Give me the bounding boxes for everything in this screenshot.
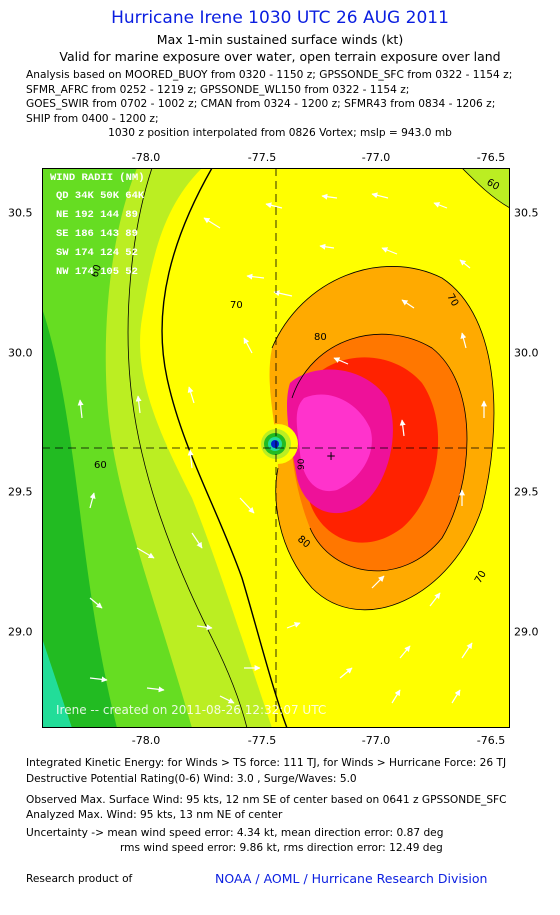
wind-arrow bbox=[187, 449, 194, 469]
contour-line bbox=[291, 333, 468, 572]
wind-arrow bbox=[135, 395, 142, 414]
analysis-line: SHIP from 0400 - 1200 z; bbox=[26, 112, 159, 125]
wind-arrow bbox=[239, 497, 255, 514]
lon-tick-top: -77.0 bbox=[361, 151, 391, 164]
lat-tick-right: 30.0 bbox=[514, 346, 539, 360]
lat-tick-right: 29.0 bbox=[514, 625, 539, 639]
wind-arrow bbox=[203, 217, 221, 229]
uncertainty-line: Uncertainty -> mean wind speed error: 4.… bbox=[26, 827, 444, 839]
wind-arrow bbox=[196, 624, 213, 631]
lat-tick-right: 30.5 bbox=[514, 206, 539, 220]
observed-wind-line: Observed Max. Surface Wind: 95 kts, 12 n… bbox=[26, 794, 507, 806]
lon-tick-bottom: -76.5 bbox=[476, 734, 506, 747]
wind-arrow bbox=[371, 192, 389, 199]
wind-arrow bbox=[433, 202, 448, 209]
wind-arrow bbox=[339, 667, 353, 679]
lon-tick-bottom: -77.5 bbox=[247, 734, 277, 747]
map-frame bbox=[42, 168, 510, 728]
wind-arrow bbox=[286, 622, 301, 629]
analysis-line: Analysis based on MOORED_BUOY from 0320 … bbox=[26, 69, 513, 81]
wind-arrow bbox=[219, 695, 235, 704]
contour-label: 60 bbox=[94, 460, 107, 471]
wind-field-map: 60 70 80 90 60 70 80 70 60 bbox=[42, 168, 510, 728]
wind-arrow bbox=[459, 259, 471, 269]
wind-arrow bbox=[146, 686, 165, 693]
wind-arrow bbox=[391, 689, 401, 704]
position-note: 1030 z position interpolated from 0826 V… bbox=[108, 127, 452, 139]
wind-radii-header: WIND RADII (NM) bbox=[50, 172, 145, 184]
eye-center bbox=[271, 440, 279, 448]
wind-vectors bbox=[77, 192, 487, 704]
wind-arrow bbox=[460, 332, 467, 349]
wind-arrow bbox=[451, 689, 461, 704]
wind-arrow bbox=[246, 273, 265, 280]
analysis-line: GOES_SWIR from 0702 - 1002 z; CMAN from … bbox=[26, 98, 496, 110]
contour-line bbox=[161, 168, 288, 728]
lat-tick-left: 30.5 bbox=[8, 206, 33, 220]
wind-radii-row: NE 192 144 89 bbox=[56, 209, 138, 221]
organization-link[interactable]: NOAA / AOML / Hurricane Research Divisio… bbox=[215, 871, 488, 886]
wind-arrow bbox=[399, 419, 406, 437]
band-teal bbox=[42, 638, 72, 728]
lat-tick-left: 29.5 bbox=[8, 485, 33, 499]
wind-arrow bbox=[191, 532, 203, 549]
wind-radii-row: NW 174 105 52 bbox=[56, 266, 138, 278]
dpr-line: Destructive Potential Rating(0-6) Wind: … bbox=[26, 773, 357, 785]
contour-label: 60 bbox=[89, 263, 104, 279]
wind-radii-table: WIND RADII (NM) QD 34K 50K 64K NE 192 14… bbox=[50, 172, 145, 278]
watermark: Irene -- created on 2011-08-26 12:32:07 … bbox=[56, 703, 326, 717]
map-exposure-note: Valid for marine exposure over water, op… bbox=[59, 49, 501, 64]
wind-arrow bbox=[381, 247, 398, 255]
ike-line: Integrated Kinetic Energy: for Winds > T… bbox=[26, 757, 507, 769]
wind-arrow bbox=[399, 645, 411, 659]
lat-tick-right: 29.5 bbox=[514, 485, 539, 499]
lon-tick-top: -76.5 bbox=[476, 151, 506, 164]
contour-line bbox=[461, 168, 510, 209]
wind-arrow bbox=[77, 399, 84, 419]
wind-arrow bbox=[265, 202, 283, 209]
wind-radii-row: SW 174 124 52 bbox=[56, 247, 138, 259]
lon-tick-top: -78.0 bbox=[131, 151, 161, 164]
contour-line bbox=[127, 168, 248, 728]
wind-arrow bbox=[89, 492, 96, 509]
research-label: Research product of bbox=[26, 873, 133, 885]
wind-arrow bbox=[461, 642, 473, 659]
wind-radii-columns: QD 34K 50K 64K bbox=[56, 190, 145, 202]
lat-tick-left: 29.0 bbox=[8, 625, 33, 639]
analysis-sources: Analysis based on MOORED_BUOY from 0320 … bbox=[26, 68, 512, 126]
wind-arrow bbox=[89, 597, 103, 609]
wind-arrow bbox=[243, 337, 253, 354]
wind-arrow bbox=[333, 357, 349, 365]
contour-line bbox=[271, 266, 495, 611]
wind-arrow bbox=[429, 592, 441, 607]
band-green bbox=[42, 308, 117, 728]
wind-arrow bbox=[319, 243, 335, 250]
map-title: Hurricane Irene 1030 UTC 26 AUG 2011 bbox=[111, 8, 449, 28]
contour-label: 90 bbox=[297, 458, 307, 470]
band-ne-corner bbox=[462, 168, 510, 208]
wind-arrow bbox=[273, 290, 293, 297]
lon-tick-bottom: -78.0 bbox=[131, 734, 161, 747]
wind-arrow bbox=[89, 676, 108, 683]
lat-tick-left: 30.0 bbox=[8, 346, 33, 360]
wind-radii-row: SE 186 143 89 bbox=[56, 228, 138, 240]
wind-arrow bbox=[187, 386, 195, 404]
lon-tick-top: -77.5 bbox=[247, 151, 277, 164]
analysis-line: SFMR_AFRC from 0252 - 1219 z; GPSSONDE_W… bbox=[26, 83, 410, 96]
band-pink bbox=[296, 394, 372, 492]
uncertainty-rms-line: rms wind speed error: 9.86 kt, rms direc… bbox=[120, 842, 443, 854]
lon-tick-bottom: -77.0 bbox=[361, 734, 391, 747]
map-subtitle: Max 1-min sustained surface winds (kt) bbox=[156, 32, 404, 47]
wind-arrow bbox=[371, 575, 385, 589]
contour-label: 80 bbox=[314, 332, 327, 343]
wind-arrow bbox=[401, 299, 415, 309]
wind-arrow bbox=[321, 193, 338, 200]
contour-label: 70 bbox=[230, 300, 243, 311]
max-wind-marker: + bbox=[326, 449, 336, 463]
wind-arrow bbox=[136, 547, 155, 559]
analyzed-wind-line: Analyzed Max. Wind: 95 kts, 13 nm NE of … bbox=[26, 809, 283, 821]
